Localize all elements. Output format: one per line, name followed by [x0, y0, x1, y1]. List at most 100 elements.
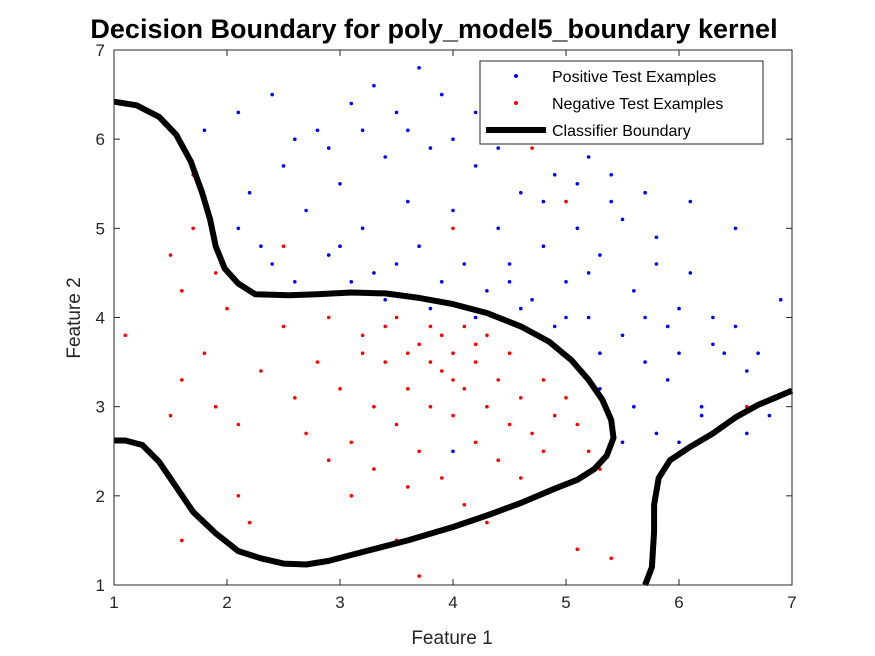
- positive-point: [620, 333, 625, 338]
- positive-point: [711, 315, 715, 320]
- positive-point: [349, 280, 354, 284]
- positive-point: [632, 404, 636, 409]
- negative-point: [451, 378, 455, 382]
- legend-marker-positive: [514, 74, 518, 78]
- negative-point: [360, 333, 365, 338]
- positive-point: [654, 431, 659, 436]
- negative-point: [530, 146, 534, 150]
- positive-point: [586, 271, 591, 275]
- positive-point: [643, 315, 647, 320]
- negative-point: [406, 387, 410, 391]
- positive-point: [293, 137, 297, 141]
- positive-point: [519, 190, 523, 195]
- positive-point: [293, 280, 297, 284]
- negative-point: [236, 422, 241, 427]
- negative-point: [281, 324, 286, 329]
- positive-point: [586, 155, 591, 159]
- negative-point: [406, 351, 410, 356]
- negative-point: [564, 199, 568, 204]
- negative-point: [180, 289, 184, 293]
- positive-point: [654, 235, 659, 240]
- x-tick-label: 3: [335, 593, 344, 612]
- positive-point: [507, 262, 512, 266]
- negative-point: [338, 387, 342, 391]
- negative-point: [349, 440, 354, 445]
- negative-point: [609, 556, 613, 561]
- positive-point: [485, 289, 489, 293]
- negative-point: [383, 324, 388, 329]
- positive-point: [428, 146, 433, 150]
- positive-point: [575, 226, 580, 231]
- negative-point: [575, 422, 580, 427]
- negative-point: [326, 458, 331, 463]
- positive-point: [338, 182, 342, 186]
- positive-point: [236, 226, 241, 231]
- negative-point: [428, 360, 433, 364]
- negative-point: [213, 271, 218, 275]
- positive-point: [473, 164, 478, 168]
- negative-point: [507, 422, 512, 427]
- negative-point: [180, 378, 184, 382]
- x-tick-label: 5: [561, 593, 570, 612]
- positive-point: [609, 199, 613, 204]
- positive-point: [315, 128, 320, 133]
- negative-point: [428, 404, 433, 409]
- negative-point: [541, 378, 546, 382]
- negative-point: [281, 244, 286, 248]
- negative-point: [236, 494, 241, 498]
- negative-point: [394, 422, 399, 427]
- negative-point: [451, 351, 455, 356]
- x-tick-label: 7: [787, 593, 796, 612]
- positive-point: [304, 208, 308, 213]
- negative-point: [496, 378, 501, 382]
- y-tick-label: 6: [96, 130, 105, 149]
- negative-point: [439, 369, 444, 373]
- positive-point: [202, 128, 207, 133]
- negative-point: [372, 404, 376, 409]
- negative-point: [564, 396, 568, 400]
- negative-point: [473, 440, 478, 445]
- negative-point: [417, 574, 421, 578]
- negative-point: [406, 485, 410, 489]
- positive-point: [439, 280, 444, 284]
- negative-point: [507, 351, 512, 356]
- negative-point: [428, 324, 433, 329]
- negative-point: [293, 396, 297, 400]
- negative-point: [485, 333, 489, 338]
- positive-point: [428, 306, 433, 311]
- positive-point: [496, 146, 501, 150]
- positive-point: [417, 244, 421, 248]
- positive-point: [564, 315, 568, 320]
- negative-point: [326, 315, 331, 320]
- legend: Positive Test Examples Negative Test Exa…: [479, 60, 764, 145]
- positive-point: [620, 440, 625, 445]
- positive-point: [236, 110, 241, 115]
- positive-point: [756, 351, 760, 356]
- negative-point: [225, 306, 229, 311]
- positive-point: [247, 190, 252, 195]
- positive-point: [451, 137, 455, 141]
- negative-point: [372, 467, 376, 471]
- positive-point: [598, 351, 602, 356]
- positive-point: [451, 208, 455, 213]
- negative-point: [213, 404, 218, 409]
- negative-point: [168, 253, 173, 257]
- legend-label-negative: Negative Test Examples: [552, 96, 723, 113]
- positive-point: [733, 324, 738, 329]
- positive-point: [451, 449, 455, 454]
- negative-point: [485, 404, 489, 409]
- negative-point: [304, 431, 308, 436]
- negative-point: [439, 476, 444, 480]
- positive-point: [722, 351, 726, 356]
- positive-point: [507, 280, 512, 284]
- positive-point: [360, 226, 365, 231]
- boundary-segment-2: [642, 387, 794, 587]
- positive-point: [711, 342, 715, 347]
- negative-point: [575, 547, 580, 552]
- negative-point: [191, 226, 195, 231]
- negative-point: [439, 333, 444, 338]
- positive-point: [417, 66, 421, 70]
- x-tick-label: 2: [222, 593, 231, 612]
- positive-point: [372, 83, 376, 88]
- positive-point: [541, 244, 546, 248]
